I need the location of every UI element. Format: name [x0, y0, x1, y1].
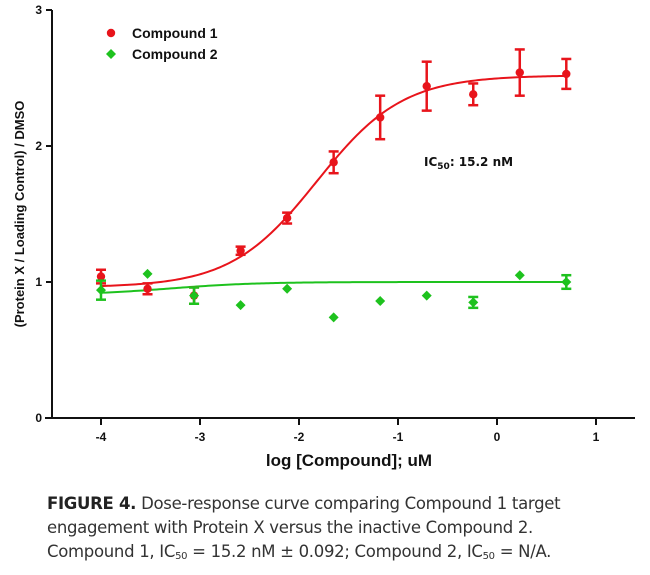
- caption-text-b: = 15.2 nM ± 0.092; Compound 2, IC: [187, 542, 483, 561]
- compound-2-point: [235, 300, 246, 311]
- x-tick-label: -1: [393, 430, 404, 444]
- compound-2-point: [328, 312, 339, 323]
- legend: Compound 1 Compound 2: [106, 25, 218, 62]
- x-axis-title: log [Compound]; uM: [266, 451, 432, 470]
- legend-label: Compound 2: [132, 46, 218, 62]
- compound-1-point: [329, 158, 338, 167]
- compound-2-point: [421, 290, 432, 301]
- figure-caption: FIGURE 4. Dose-response curve comparing …: [47, 492, 647, 567]
- compound-2-point: [514, 270, 525, 281]
- y-tick-label: 3: [35, 3, 42, 17]
- figure-label: FIGURE 4.: [47, 494, 137, 513]
- compound-1-point: [469, 90, 478, 99]
- x-ticks: -4 -3 -2 -1 0 1: [96, 418, 600, 444]
- ic50-annotation-sub: 50: [437, 162, 450, 172]
- ic50-annotation-main: IC: [424, 155, 437, 169]
- caption-text-a: Compound 1, IC: [47, 542, 176, 561]
- caption-line-1-text: Dose-response curve comparing Compound 1…: [136, 494, 561, 513]
- x-tick-label: -4: [96, 430, 107, 444]
- compound-1-point: [143, 284, 152, 293]
- ic50-annotation: IC50: 15.2 nM: [424, 155, 513, 172]
- compound-2-point: [375, 296, 386, 307]
- compound-2-point: [468, 297, 479, 308]
- y-ticks: 0 1 2 3: [35, 3, 52, 425]
- y-tick-label: 2: [35, 139, 42, 153]
- legend-label: Compound 1: [132, 25, 218, 41]
- compound-2-point: [142, 268, 153, 279]
- data-points: [96, 48, 572, 323]
- x-tick-label: -3: [195, 430, 206, 444]
- compound-2-point: [189, 290, 200, 301]
- y-axis-title: (Protein X / Loading Control) / DMSO: [12, 101, 27, 328]
- x-tick-label: 0: [494, 430, 501, 444]
- y-tick-label: 1: [35, 275, 42, 289]
- ic50-annotation-value: : 15.2 nM: [450, 155, 513, 169]
- compound-1-point: [282, 213, 292, 223]
- compound-2-point: [96, 285, 106, 296]
- y-tick-label: 0: [35, 411, 42, 425]
- x-tick-label: 1: [593, 430, 600, 444]
- fit-curve-compound-1: [100, 74, 567, 288]
- dose-response-chart: 0 1 2 3 -4 -3 -2 -1 0 1 (Protein X / Loading Con…: [12, 3, 635, 470]
- legend-marker-circle: [106, 28, 116, 38]
- compound-1-point: [562, 69, 571, 79]
- caption-line-3: Compound 1, IC50 = 15.2 nM ± 0.092; Comp…: [47, 540, 647, 567]
- compound-2-point: [561, 277, 572, 287]
- fit-curve-compound-2: [100, 281, 567, 294]
- fit-curves: [100, 74, 567, 294]
- caption-text-c: = N/A.: [494, 542, 552, 561]
- compound-1-point: [96, 272, 106, 281]
- caption-sub-2: 50: [482, 551, 495, 562]
- compound-1-point: [515, 68, 524, 77]
- compound-1-point: [375, 113, 385, 122]
- caption-sub-1: 50: [175, 551, 188, 562]
- compound-2-point: [282, 283, 293, 294]
- x-tick-label: -2: [294, 430, 305, 444]
- compound-1-point: [236, 246, 245, 255]
- axes: [45, 10, 635, 419]
- compound-1-point: [422, 81, 431, 91]
- caption-line-1: FIGURE 4. Dose-response curve comparing …: [47, 492, 647, 516]
- legend-marker-diamond: [106, 49, 116, 59]
- caption-line-2: engagement with Protein X versus the ina…: [47, 518, 533, 537]
